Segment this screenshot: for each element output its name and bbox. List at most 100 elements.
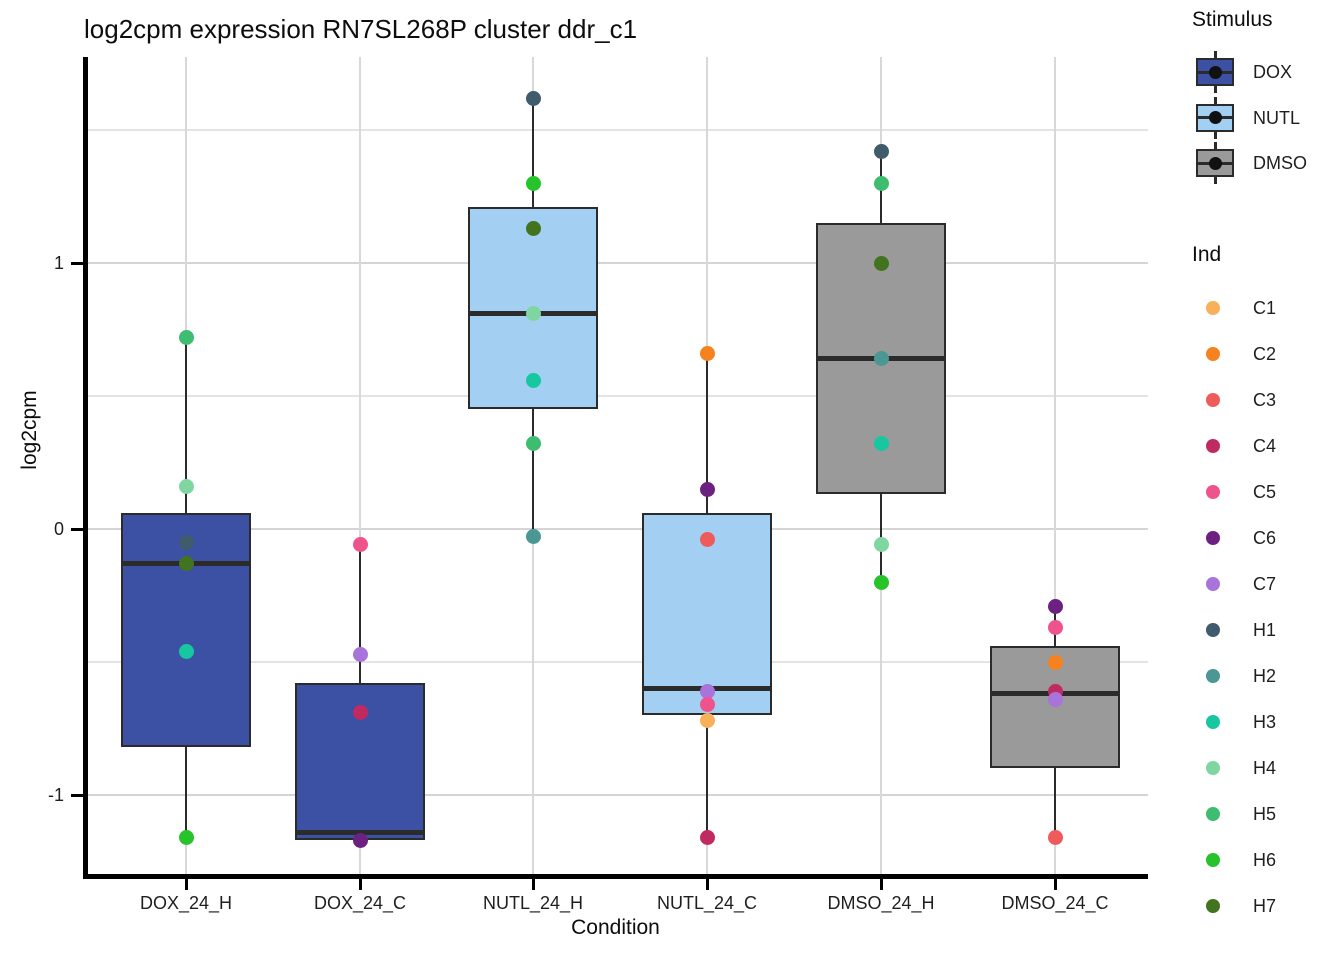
legend-ind-dot-icon-C2 (1206, 347, 1220, 361)
point-NUTL_24_C-C4 (699, 830, 715, 846)
legend-ind-dot-icon-H2 (1206, 669, 1220, 683)
point-DOX_24_H-H4 (178, 478, 194, 494)
x-axis-tick (184, 879, 188, 890)
legend-key-dot-icon-NUTL (1208, 111, 1222, 124)
point-DMSO_24_H-H1 (873, 143, 889, 159)
gridline-minor-y (88, 661, 1148, 663)
legend-ind-dot-icon-H6 (1206, 853, 1220, 867)
point-NUTL_24_C-C6 (699, 481, 715, 497)
gridline-major-y (88, 528, 1148, 530)
legend-ind-dot-icon-H1 (1206, 623, 1220, 637)
point-DOX_24_H-H7 (178, 556, 194, 572)
whisker-lower-NUTL_24_C (705, 715, 709, 838)
legend-ind-title: Ind (1192, 243, 1222, 266)
legend-key-dot-icon-DMSO (1208, 156, 1222, 170)
legend-ind-item-label-H5: H5 (1253, 804, 1277, 824)
legend-ind-item-label-C6: C6 (1253, 528, 1277, 548)
legend-ind-dot-icon-H3 (1206, 715, 1220, 729)
whisker-upper-NUTL_24_C (705, 353, 709, 514)
x-axis-tick (879, 879, 883, 890)
legend-ind-dot-icon-H4 (1206, 761, 1220, 775)
point-NUTL_24_H-H3 (525, 372, 541, 388)
gridline-major-x (359, 57, 361, 874)
point-DMSO_24_C-C6 (1047, 598, 1063, 614)
point-NUTL_24_H-H5 (525, 436, 541, 452)
y-axis-tick (71, 793, 83, 797)
x-axis-tick (1053, 879, 1057, 890)
legend-stimulus-title: Stimulus (1192, 8, 1273, 31)
y-axis-title: log2cpm (18, 390, 41, 470)
point-DMSO_24_C-C7 (1047, 691, 1063, 707)
legend-ind-item-label-H1: H1 (1253, 620, 1277, 640)
point-DOX_24_H-H1 (178, 534, 194, 550)
legend-ind-item-label-H6: H6 (1253, 850, 1277, 870)
x-axis-tick (358, 879, 362, 890)
legend-ind-item-label-C3: C3 (1253, 390, 1277, 410)
legend-stimulus-item-label-NUTL: NUTL (1253, 107, 1301, 128)
point-DMSO_24_H-H5 (873, 175, 889, 191)
whisker-lower-DOX_24_H (184, 747, 188, 838)
whisker-upper-NUTL_24_H (531, 98, 535, 208)
point-NUTL_24_C-C7 (699, 683, 715, 699)
x-tick-label: DOX_24_H (139, 893, 233, 913)
legend-ind-dot-icon-C6 (1206, 531, 1220, 545)
legend-ind-item-label-C5: C5 (1253, 482, 1277, 502)
point-DMSO_24_H-H3 (873, 436, 889, 452)
legend-ind-item-label-H2: H2 (1253, 666, 1277, 686)
point-DMSO_24_H-H7 (873, 255, 889, 271)
x-axis-line (83, 874, 1148, 879)
legend-ind-dot-icon-C4 (1206, 439, 1220, 453)
legend-stimulus-item-label-DMSO: DMSO (1253, 153, 1307, 173)
legend-ind-item-label-H7: H7 (1253, 896, 1277, 916)
whisker-lower-DMSO_24_C (1053, 768, 1057, 838)
chart-title: log2cpm expression RN7SL268P cluster ddr… (84, 14, 638, 44)
point-DMSO_24_H-H2 (873, 351, 889, 367)
point-NUTL_24_C-C5 (699, 697, 715, 713)
x-tick-label: NUTL_24_C (656, 893, 758, 913)
point-DOX_24_H-H5 (178, 329, 194, 345)
x-axis-tick (705, 879, 709, 890)
point-NUTL_24_C-C2 (699, 345, 715, 361)
point-DOX_24_H-H3 (178, 643, 194, 659)
y-axis-line (83, 57, 88, 879)
point-DOX_24_C-C6 (352, 832, 368, 848)
y-tick-label: -1 (47, 785, 64, 805)
gridline-major-y (88, 262, 1148, 264)
legend-ind-dot-icon-H5 (1206, 807, 1220, 821)
point-NUTL_24_C-C3 (699, 532, 715, 548)
x-tick-label: NUTL_24_H (482, 893, 584, 913)
y-axis-tick (71, 527, 83, 531)
point-NUTL_24_C-C1 (699, 713, 715, 729)
legend-ind-item-label-H4: H4 (1253, 758, 1277, 778)
x-axis-tick (531, 879, 535, 890)
point-NUTL_24_H-H2 (525, 529, 541, 545)
legend-ind-dot-icon-C5 (1206, 485, 1220, 499)
point-DOX_24_C-C5 (352, 537, 368, 553)
box-DOX_24_H (121, 513, 251, 748)
median-DOX_24_C (295, 829, 425, 835)
point-DMSO_24_C-C5 (1047, 619, 1063, 635)
legend-ind-dot-icon-C3 (1206, 393, 1220, 407)
gridline-minor-y (88, 395, 1148, 397)
legend-ind-dot-icon-H7 (1206, 899, 1220, 913)
point-NUTL_24_H-H4 (525, 306, 541, 322)
legend-ind-dot-icon-C1 (1206, 301, 1220, 315)
y-tick-label: 1 (53, 253, 64, 273)
legend-key-dot-icon-DOX (1208, 65, 1222, 79)
point-DOX_24_C-C7 (352, 646, 368, 662)
whisker-lower-NUTL_24_H (531, 409, 535, 537)
legend-ind-dot-icon-C7 (1206, 577, 1220, 591)
legend-ind-item-label-C2: C2 (1253, 344, 1277, 364)
gridline-major-x (1054, 57, 1056, 874)
legend-ind-item-label-H3: H3 (1253, 712, 1277, 732)
x-tick-label: DMSO_24_H (827, 893, 935, 913)
point-DMSO_24_H-H4 (873, 537, 889, 553)
legend-ind-item-label-C1: C1 (1253, 298, 1277, 318)
x-axis-title: Condition (571, 916, 660, 939)
y-axis-tick (71, 261, 83, 265)
point-DMSO_24_H-H6 (873, 574, 889, 590)
point-NUTL_24_H-H6 (525, 175, 541, 191)
legend-ind-item-label-C4: C4 (1253, 436, 1277, 456)
point-DOX_24_C-C4 (352, 705, 368, 721)
